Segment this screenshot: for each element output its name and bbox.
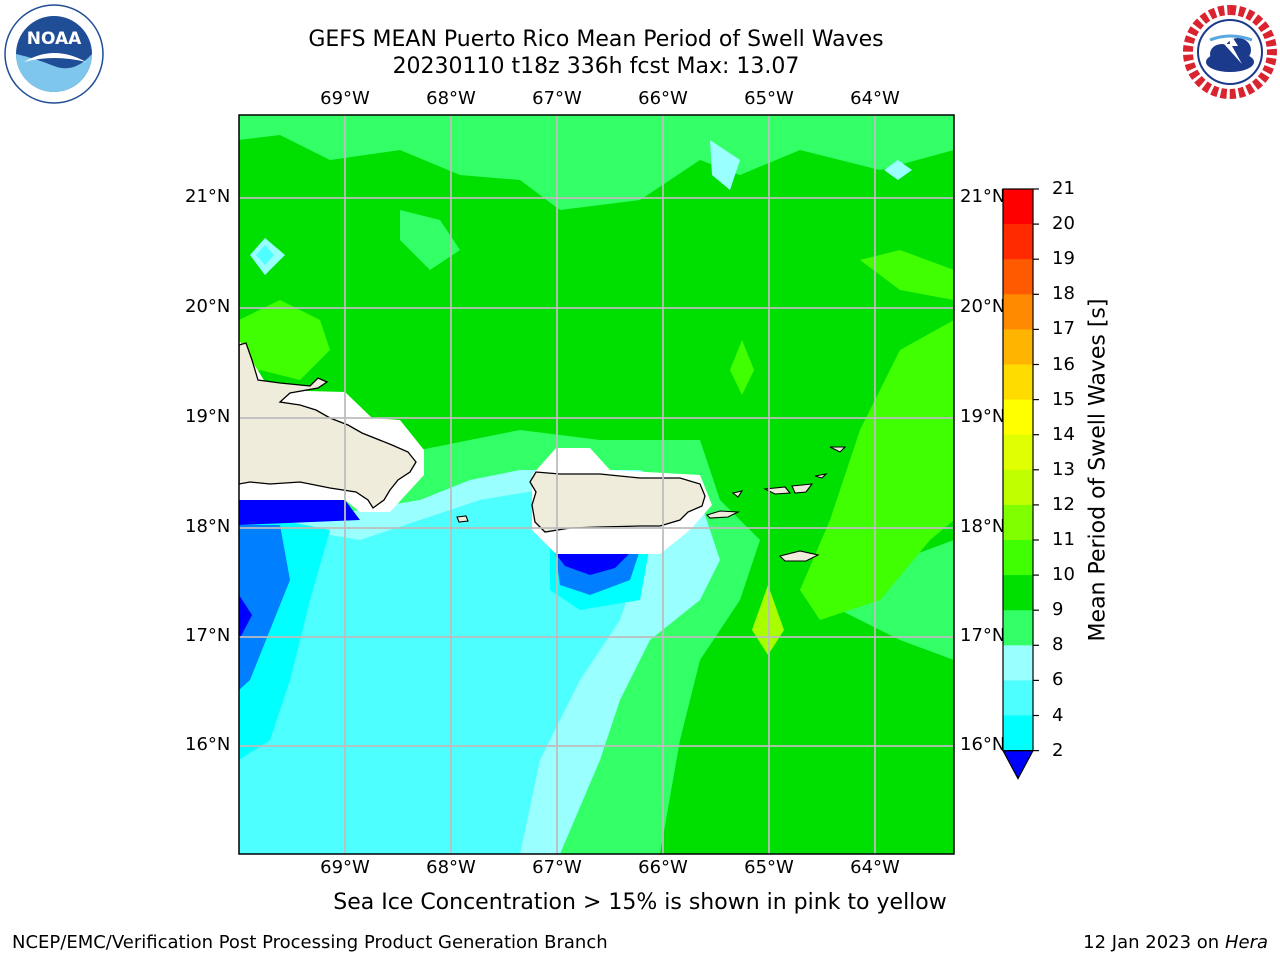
colorbar-segment	[1003, 610, 1033, 646]
lat-label-left: 20°N	[185, 296, 231, 317]
colorbar-tick-label: 21	[1052, 178, 1075, 199]
lon-label-top: 67°W	[532, 88, 582, 109]
credit-date: 12 Jan 2023 on Hera	[1083, 932, 1268, 953]
lon-label-bottom: 69°W	[320, 857, 370, 878]
colorbar-tick-label: 15	[1052, 388, 1075, 410]
land-virgin-islands	[731, 446, 847, 562]
colorbar-tick-label: 9	[1052, 599, 1064, 621]
swell-contour-9-10	[239, 115, 954, 210]
colorbar-tick-label: 8	[1052, 634, 1064, 656]
colorbar-tick-label: 18	[1052, 283, 1075, 305]
swell-contour-below-2	[239, 595, 252, 640]
colorbar-tick-label: 6	[1052, 669, 1064, 691]
swell-contour-8-9	[710, 140, 740, 190]
colorbar-tick-label: 10	[1052, 564, 1075, 586]
land-hispaniola	[239, 342, 417, 509]
colorbar-tick-label: 20	[1052, 213, 1075, 235]
lat-label-right: 17°N	[960, 625, 1006, 646]
colorbar-segment	[1003, 645, 1033, 681]
colorbar-segment	[1003, 680, 1033, 716]
map-title: GEFS MEAN Puerto Rico Mean Period of Swe…	[308, 27, 884, 52]
lon-label-top: 64°W	[850, 88, 900, 109]
land-puerto-rico	[529, 471, 706, 533]
credit-branch: NCEP/EMC/Verification Post Processing Pr…	[12, 932, 608, 953]
swell-contour-11-12	[860, 250, 954, 300]
credit-date-text: 12 Jan 2023 on	[1083, 932, 1220, 953]
swell-contour-11-12	[800, 320, 954, 620]
lat-label-left: 21°N	[185, 186, 231, 207]
colorbar-segment	[1003, 434, 1033, 471]
colorbar-segment	[1003, 364, 1033, 401]
swell-contour-6-8	[256, 245, 274, 265]
colorbar-segment	[1003, 504, 1033, 541]
swell-contour-9-10	[820, 540, 954, 660]
colorbar-tick-label: 11	[1052, 529, 1075, 550]
lon-label-top: 69°W	[320, 88, 370, 109]
colorbar-tick-label: 12	[1052, 493, 1075, 515]
swell-contour-below-2	[239, 500, 360, 525]
credit-host: Hera	[1224, 932, 1268, 953]
swell-contour-6-8	[239, 490, 640, 854]
lon-label-top: 68°W	[426, 88, 476, 109]
colorbar-segment	[1003, 294, 1033, 330]
noaa-logo-text: NOAA	[27, 29, 82, 49]
colorbar-segment	[1003, 224, 1033, 260]
lat-label-left: 17°N	[185, 625, 231, 646]
noaa-logo: NOAA	[4, 4, 104, 104]
lon-label-top: 65°W	[744, 88, 794, 109]
colorbar-extend-triangle	[1001, 750, 1035, 780]
colorbar-segment	[1003, 715, 1033, 752]
lon-label-bottom: 65°W	[744, 857, 794, 878]
swell-contour-8-9	[884, 160, 912, 180]
colorbar-segment	[1003, 399, 1033, 436]
swell-contour-9-10	[400, 210, 460, 270]
nws-logo	[1181, 3, 1279, 101]
lon-label-bottom: 66°W	[638, 857, 688, 878]
lon-label-top: 66°W	[638, 88, 688, 109]
colorbar-tick-label: 17	[1052, 318, 1075, 340]
colorbar-segment	[1003, 329, 1033, 365]
lon-label-bottom: 64°W	[850, 857, 900, 878]
swell-contour-11-12	[239, 300, 330, 380]
lat-label-right: 18°N	[960, 516, 1006, 537]
map-frame	[238, 114, 955, 855]
lat-label-right: 19°N	[960, 406, 1006, 427]
colorbar-tick-label: 16	[1052, 353, 1075, 375]
lat-label-left: 16°N	[185, 734, 231, 755]
swell-contour-2-4	[239, 525, 290, 690]
lon-label-bottom: 68°W	[426, 857, 476, 878]
colorbar-tick-label: 19	[1052, 248, 1075, 270]
colorbar-tick-label: 13	[1052, 458, 1075, 480]
land-mona	[456, 515, 469, 523]
colorbar-tick-label: 2	[1052, 739, 1064, 761]
lat-label-right: 16°N	[960, 734, 1006, 755]
swell-contour-11-12	[730, 340, 754, 395]
colorbar-segment	[1003, 259, 1033, 295]
lat-label-left: 19°N	[185, 406, 231, 427]
sea-ice-note: Sea Ice Concentration > 15% is shown in …	[333, 890, 947, 915]
lat-label-right: 21°N	[960, 186, 1006, 207]
lat-label-right: 20°N	[960, 296, 1006, 317]
map-gridlines	[239, 115, 954, 854]
swell-contour-below-2	[555, 553, 630, 575]
colorbar-tick-label: 4	[1052, 704, 1064, 726]
lat-label-left: 18°N	[185, 516, 231, 537]
colorbar-segment	[1003, 575, 1033, 611]
colorbar-label: Mean Period of Swell Waves [s]	[1085, 298, 1111, 642]
map-subtitle: 20230110 t18z 336h fcst Max: 13.07	[392, 54, 800, 79]
lon-label-bottom: 67°W	[532, 857, 582, 878]
colorbar-segment	[1003, 189, 1033, 225]
colorbar-segment	[1003, 540, 1033, 576]
colorbar-tick-label: 14	[1052, 423, 1075, 445]
land-vieques	[705, 510, 741, 519]
colorbar-segment	[1003, 469, 1033, 506]
